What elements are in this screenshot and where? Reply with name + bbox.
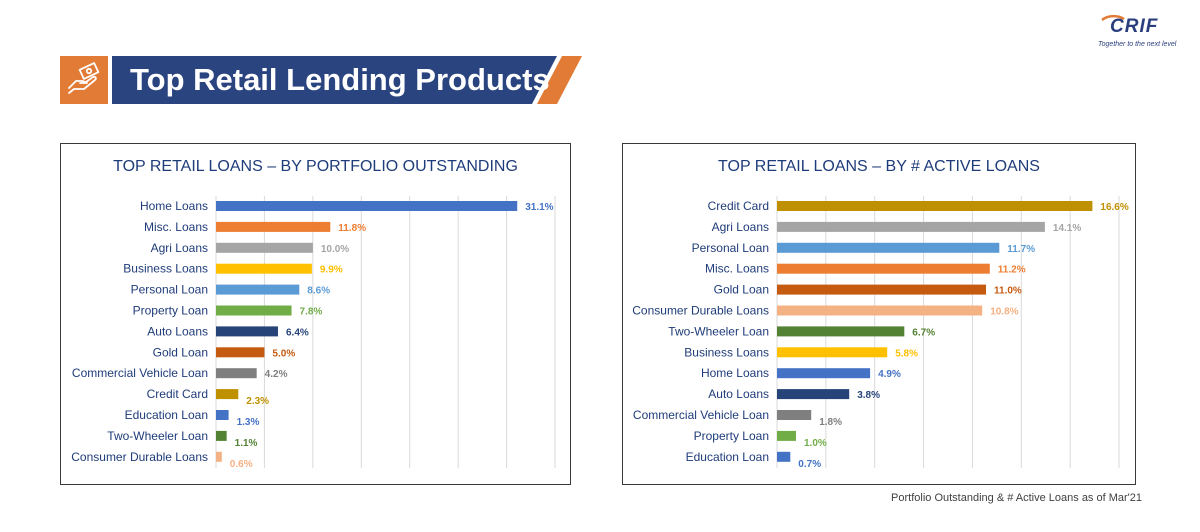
data-label: 6.4% [286, 327, 309, 338]
panel-portfolio-outstanding: TOP RETAIL LOANS – BY PORTFOLIO OUTSTAND… [60, 143, 571, 485]
category-label: Consumer Durable Loans [632, 304, 769, 318]
data-label: 10.8% [990, 307, 1018, 318]
bar [777, 389, 850, 400]
category-label: Auto Loans [147, 324, 208, 338]
category-label: Agri Loans [712, 220, 769, 234]
category-label: Home Loans [701, 366, 769, 380]
bar [216, 284, 300, 295]
bar [777, 368, 871, 379]
portfolio-bar-chart: Home Loans 31.1% Misc. Loans 11.8% Agri Loan… [71, 196, 556, 470]
bar [777, 305, 983, 316]
bar [216, 347, 265, 358]
data-label: 16.6% [1100, 202, 1128, 213]
data-label: 11.8% [338, 223, 366, 234]
data-label: 1.3% [237, 417, 260, 428]
category-label: Gold Loan [153, 345, 208, 359]
bar [777, 263, 990, 274]
category-label: Misc. Loans [144, 220, 208, 234]
bar [777, 430, 796, 441]
page-title: Top Retail Lending Products [130, 62, 550, 97]
active-loans-bar-chart: Credit Card 16.6% Agri Loans 14.1% Personal … [632, 196, 1129, 470]
category-label: Business Loans [684, 345, 769, 359]
data-label: 11.2% [998, 265, 1026, 276]
data-label: 1.8% [819, 417, 842, 428]
category-label: Personal Loan [131, 283, 208, 297]
chart-title: TOP RETAIL LOANS – BY # ACTIVE LOANS [718, 158, 1040, 175]
bar [216, 410, 229, 420]
bar [777, 451, 791, 462]
category-label: Property Loan [694, 429, 769, 443]
category-label: Education Loan [686, 450, 769, 464]
category-label: Education Loan [125, 408, 208, 422]
footnote: Portfolio Outstanding & # Active Loans a… [891, 492, 1142, 504]
data-label: 8.6% [307, 286, 330, 297]
logo-word: CRIF [1110, 16, 1159, 37]
bar [777, 410, 812, 420]
bar [216, 242, 313, 253]
bar [777, 201, 1093, 211]
bar [216, 430, 227, 441]
category-label: Agri Loans [151, 241, 208, 255]
category-label: Two-Wheeler Loan [107, 429, 208, 443]
data-label: 7.8% [300, 307, 323, 318]
category-label: Two-Wheeler Loan [668, 324, 769, 338]
bar [216, 368, 257, 379]
data-label: 1.0% [804, 438, 827, 449]
data-label: 2.3% [246, 396, 269, 407]
bar [216, 305, 292, 316]
bar [216, 389, 239, 400]
data-label: 14.1% [1053, 223, 1081, 234]
bar [216, 263, 312, 274]
data-label: 3.8% [857, 390, 880, 401]
category-label: Consumer Durable Loans [71, 450, 208, 464]
data-label: 6.7% [912, 327, 935, 338]
bar [777, 284, 986, 295]
data-label: 9.9% [320, 265, 343, 276]
data-label: 0.6% [230, 459, 253, 470]
bar [216, 201, 518, 211]
data-label: 0.7% [798, 459, 821, 470]
title-bar: Top Retail Lending Products [112, 56, 582, 104]
bar [777, 326, 905, 337]
bar [216, 451, 222, 462]
bar [216, 326, 278, 337]
category-label: Personal Loan [692, 241, 769, 255]
data-label: 4.2% [265, 369, 288, 380]
data-label: 11.0% [994, 286, 1022, 297]
data-label: 11.7% [1007, 244, 1035, 255]
bar [777, 242, 1000, 253]
category-label: Commercial Vehicle Loan [633, 408, 769, 422]
chart-title: TOP RETAIL LOANS – BY PORTFOLIO OUTSTAND… [113, 158, 518, 175]
bar [216, 221, 331, 232]
header-icon-box [60, 56, 108, 104]
bar [777, 221, 1045, 232]
category-label: Business Loans [123, 262, 208, 276]
crif-logo: CRIF Together to the next level [1098, 14, 1184, 54]
data-label: 4.9% [878, 369, 901, 380]
data-label: 1.1% [235, 438, 258, 449]
data-label: 31.1% [525, 202, 553, 213]
category-label: Gold Loan [714, 283, 769, 297]
data-label: 10.0% [321, 244, 349, 255]
data-label: 5.0% [272, 348, 295, 359]
logo-tagline: Together to the next level [1098, 41, 1177, 48]
data-label: 5.8% [895, 348, 918, 359]
bar [777, 347, 888, 358]
category-label: Commercial Vehicle Loan [72, 366, 208, 380]
panel-active-loans: TOP RETAIL LOANS – BY # ACTIVE LOANS Cre… [622, 143, 1136, 485]
category-label: Home Loans [140, 199, 208, 213]
hand-money-icon [68, 62, 100, 94]
category-label: Property Loan [133, 304, 208, 318]
category-label: Misc. Loans [705, 262, 769, 276]
category-label: Credit Card [708, 199, 769, 213]
category-label: Auto Loans [708, 387, 769, 401]
category-label: Credit Card [147, 387, 208, 401]
